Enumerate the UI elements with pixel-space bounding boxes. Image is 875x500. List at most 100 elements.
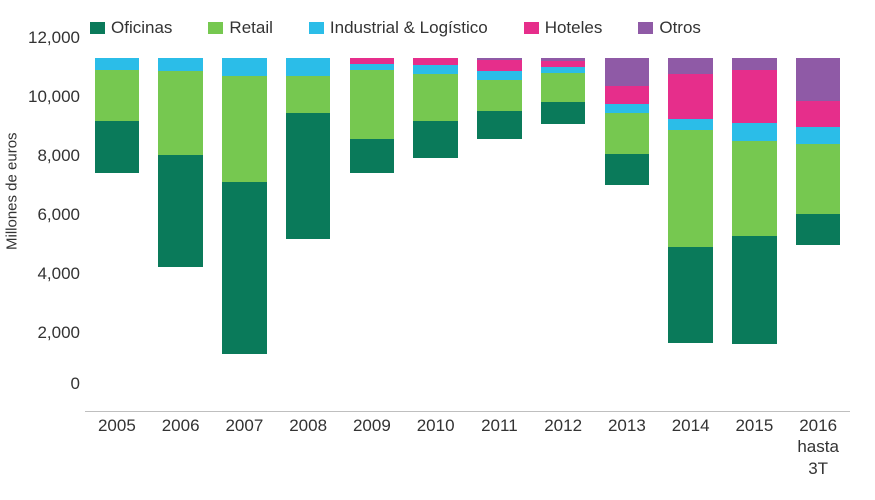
bar-segment-industrial [286,58,331,76]
x-tick-label: 2011 [468,415,532,485]
y-tick-label: 8,000 [25,146,80,166]
legend-item-oficinas: Oficinas [90,18,172,38]
investment-bar-chart: Oficinas Retail Industrial & Logístico Hote… [0,0,875,500]
bar-segment-oficinas [541,102,586,124]
bar-segment-oficinas [158,155,203,267]
bar-segment-oficinas [350,139,395,173]
bar-segment-retail [668,130,713,247]
legend-label: Retail [229,18,272,38]
bar-slot [276,58,340,412]
bar-segment-hoteles [477,60,522,72]
x-tick-label: 2006 [149,415,213,485]
legend: Oficinas Retail Industrial & Logístico Hote… [90,18,835,38]
legend-swatch [638,22,653,34]
y-tick-label: 0 [25,374,80,394]
bar-segment-retail [732,141,777,237]
bar-segment-oficinas [477,111,522,139]
bar-slot [531,58,595,412]
bar-slot [340,58,404,412]
bar-segment-industrial [605,104,650,113]
x-tick-label: 2010 [404,415,468,485]
bar-segment-industrial [158,58,203,71]
x-tick-label: 2012 [531,415,595,485]
bar-slot [723,58,787,412]
bar [605,58,650,185]
legend-swatch [208,22,223,34]
bar-segment-oficinas [95,121,140,173]
bar-segment-industrial [222,58,267,76]
y-tick-label: 2,000 [25,323,80,343]
bar [796,58,841,245]
bar-slot [149,58,213,412]
bar [158,58,203,267]
y-tick-label: 10,000 [25,87,80,107]
bar-segment-hoteles [413,58,458,65]
x-tick-label: 2013 [595,415,659,485]
bar-segment-retail [477,80,522,111]
bar-segment-oficinas [286,113,331,240]
bar-segment-retail [222,76,267,182]
bar-segment-oficinas [732,236,777,344]
bar-slot [85,58,149,412]
bar-segment-retail [286,76,331,113]
bar-segment-otros [796,58,841,101]
bar-slot [786,58,850,412]
bar-segment-oficinas [605,154,650,185]
legend-swatch [524,22,539,34]
bar-segment-otros [732,58,777,70]
x-tick-label: 2009 [340,415,404,485]
bar-segment-industrial [668,119,713,131]
x-tick-label: 2005 [85,415,149,485]
legend-item-otros: Otros [638,18,701,38]
bar [222,58,267,354]
x-tick-label: 2014 [659,415,723,485]
bar-segment-hoteles [668,74,713,118]
bar-slot [659,58,723,412]
bar-segment-industrial [732,123,777,141]
y-tick-label: 4,000 [25,264,80,284]
bar [350,58,395,173]
bar [668,58,713,343]
x-axis-labels: 2005200620072008200920102011201220132014… [85,415,850,485]
bar-segment-oficinas [222,182,267,355]
bar [732,58,777,344]
x-tick-label: 2015 [723,415,787,485]
bars-container [85,58,850,412]
legend-item-industrial: Industrial & Logístico [309,18,488,38]
bar [413,58,458,158]
bar-segment-retail [605,113,650,154]
bar-segment-oficinas [668,247,713,343]
bar [95,58,140,173]
bar-segment-hoteles [732,70,777,123]
bar [541,58,586,124]
bar-segment-retail [796,144,841,215]
bar-segment-industrial [413,65,458,74]
legend-swatch [90,22,105,34]
legend-item-retail: Retail [208,18,272,38]
legend-label: Otros [659,18,701,38]
bar [286,58,331,239]
bar-segment-otros [668,58,713,74]
bar-segment-retail [413,74,458,121]
x-tick-label: 2008 [276,415,340,485]
bar-segment-retail [350,70,395,139]
bar-segment-oficinas [413,121,458,158]
bar-slot [595,58,659,412]
bar-slot [468,58,532,412]
bar-slot [404,58,468,412]
bar-segment-hoteles [796,101,841,128]
y-tick-label: 12,000 [25,28,80,48]
bar-segment-industrial [796,127,841,143]
bar-segment-hoteles [605,86,650,104]
bar-segment-industrial [95,58,140,70]
bar-segment-retail [541,73,586,103]
legend-item-hoteles: Hoteles [524,18,603,38]
bar-segment-oficinas [796,214,841,245]
bar-segment-retail [158,71,203,155]
bar [477,58,522,139]
legend-label: Industrial & Logístico [330,18,488,38]
bar-slot [213,58,277,412]
y-axis-title: Millones de euros [4,132,21,250]
plot-area: 02,0004,0006,0008,00010,00012,000 [85,58,850,412]
x-tick-label: 2016 hasta 3T [786,415,850,485]
